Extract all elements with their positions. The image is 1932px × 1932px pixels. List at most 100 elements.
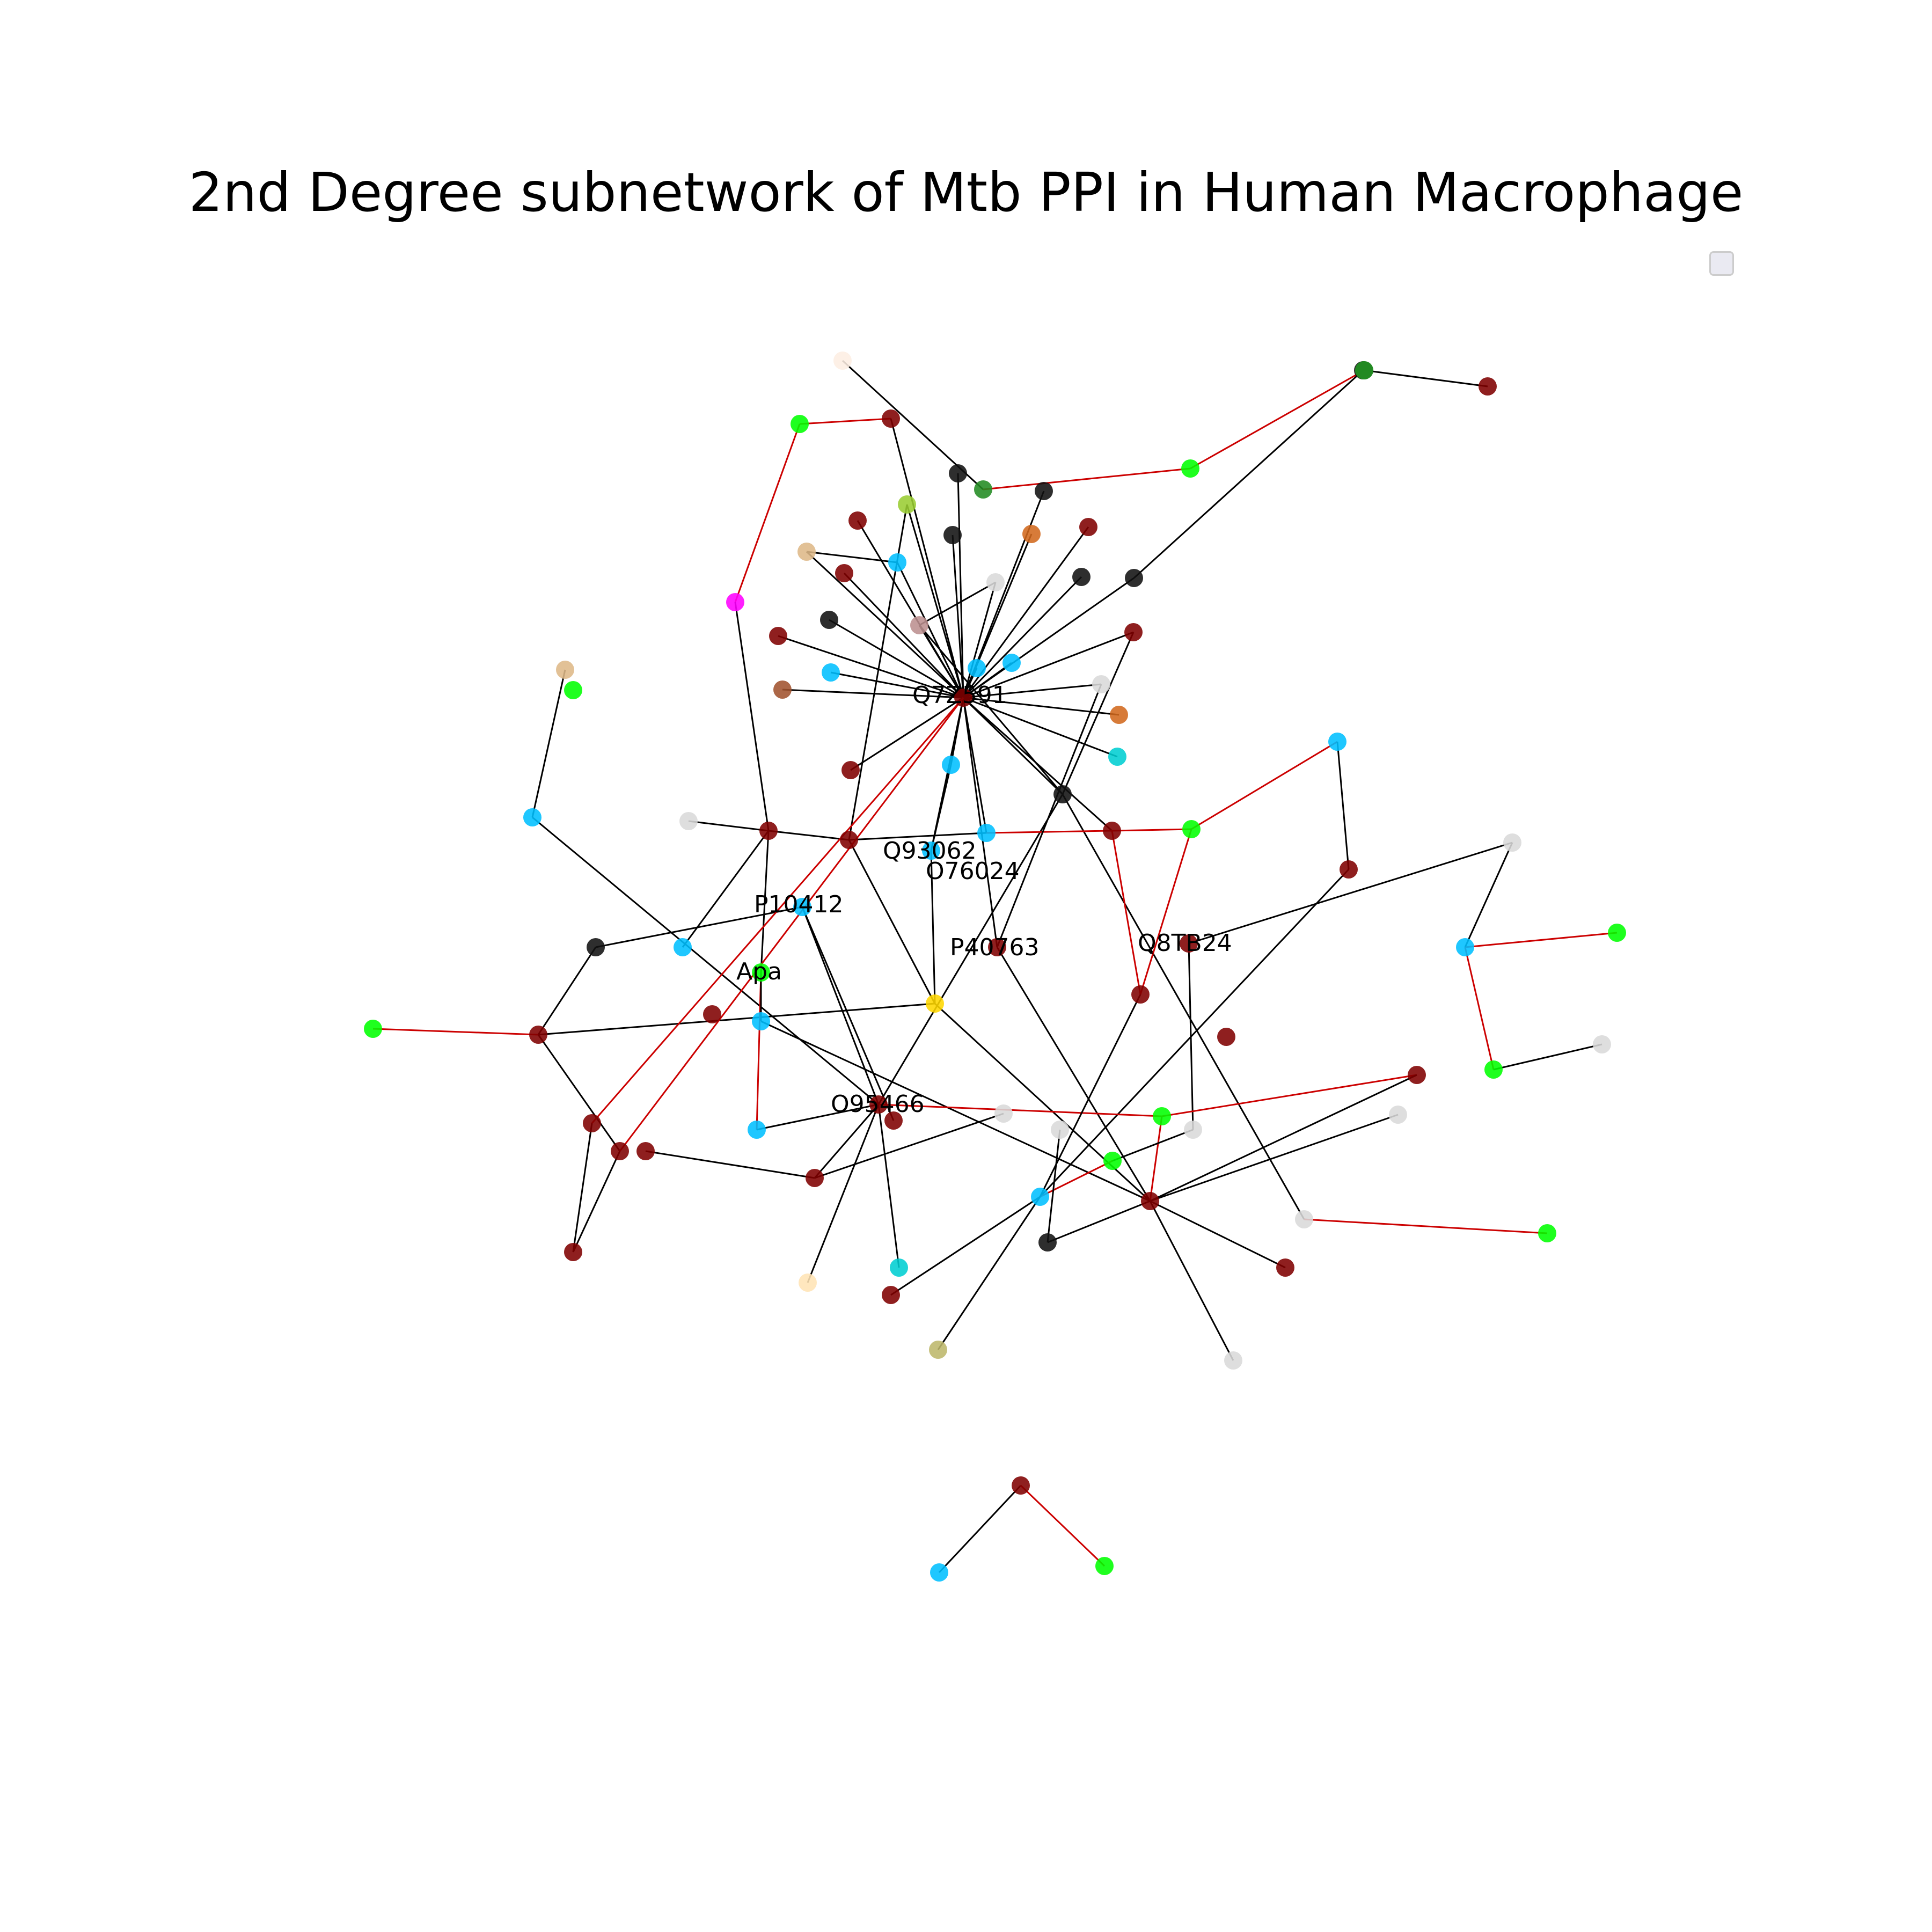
node-m19[interactable] (1012, 1476, 1030, 1495)
node-g9[interactable] (1224, 1351, 1242, 1370)
node-m2[interactable] (840, 831, 858, 849)
node-l7[interactable] (1103, 1152, 1122, 1170)
node-n31[interactable] (841, 761, 860, 779)
node-b1[interactable] (587, 938, 605, 956)
node-n15[interactable] (986, 573, 1005, 591)
node-g1[interactable] (679, 812, 698, 830)
node-g6[interactable] (1051, 1121, 1069, 1139)
node-n32[interactable] (1053, 785, 1072, 803)
node-m1[interactable] (759, 822, 778, 840)
node-o95[interactable] (869, 1095, 888, 1114)
node-q8t[interactable] (1180, 934, 1198, 953)
node-c3[interactable] (1328, 733, 1346, 751)
node-m12[interactable] (611, 1142, 629, 1160)
node-n8[interactable] (848, 511, 867, 530)
edge-hub-n2 (890, 418, 964, 698)
node-b2[interactable] (1038, 1233, 1057, 1252)
node-n36[interactable] (1181, 459, 1199, 478)
node-apa[interactable] (752, 963, 770, 982)
node-m8[interactable] (1217, 1028, 1235, 1046)
node-n25[interactable] (822, 663, 840, 682)
node-n1[interactable] (833, 352, 852, 370)
node-gn2[interactable] (1355, 361, 1373, 379)
node-w1[interactable] (799, 1274, 817, 1292)
edge-hub-n23 (963, 662, 1012, 699)
node-n19[interactable] (820, 611, 838, 629)
node-m10[interactable] (884, 1111, 903, 1130)
node-l1[interactable] (1182, 820, 1201, 838)
node-c7[interactable] (748, 1121, 766, 1139)
node-g4[interactable] (1389, 1106, 1407, 1124)
node-n28[interactable] (1110, 706, 1128, 724)
node-n35[interactable] (1479, 377, 1497, 396)
edge-n21-n32 (1062, 632, 1135, 795)
node-c6[interactable] (1456, 938, 1474, 956)
node-n18[interactable] (726, 593, 744, 611)
node-n20[interactable] (910, 616, 928, 634)
node-m9[interactable] (1408, 1066, 1426, 1084)
node-g8[interactable] (1295, 1210, 1313, 1228)
node-n29[interactable] (1108, 748, 1126, 766)
node-n2[interactable] (882, 409, 900, 428)
node-p40[interactable] (988, 938, 1006, 956)
node-m6[interactable] (1131, 985, 1150, 1004)
node-n24[interactable] (968, 659, 986, 677)
node-n14[interactable] (835, 564, 853, 582)
node-c2[interactable] (977, 824, 996, 842)
node-c4[interactable] (674, 938, 692, 956)
node-p10[interactable] (793, 898, 811, 916)
node-n11[interactable] (1079, 518, 1097, 536)
node-n27[interactable] (1092, 675, 1110, 693)
node-m13[interactable] (636, 1142, 655, 1160)
node-m17[interactable] (564, 1243, 582, 1261)
node-ct[interactable] (890, 1258, 908, 1277)
node-m3[interactable] (1103, 822, 1121, 840)
edge-l1-m6 (1139, 829, 1192, 995)
node-n7[interactable] (898, 495, 916, 514)
node-n5[interactable] (974, 480, 992, 499)
node-n26[interactable] (773, 680, 792, 699)
node-m16[interactable] (1276, 1258, 1294, 1277)
node-tl[interactable] (556, 661, 574, 679)
node-m15[interactable] (1141, 1192, 1159, 1210)
node-m18[interactable] (882, 1286, 900, 1304)
node-n16[interactable] (1072, 568, 1091, 586)
node-m11[interactable] (583, 1114, 601, 1132)
node-c1[interactable] (523, 808, 541, 826)
node-n3[interactable] (791, 415, 809, 433)
node-c5[interactable] (752, 1012, 770, 1030)
node-m5[interactable] (703, 1005, 721, 1023)
node-g5[interactable] (994, 1104, 1013, 1123)
node-g3[interactable] (1593, 1035, 1611, 1053)
node-n21[interactable] (1124, 623, 1143, 641)
node-n22[interactable] (769, 627, 787, 645)
node-n30[interactable] (942, 756, 960, 774)
node-n13[interactable] (888, 553, 906, 572)
node-hub[interactable] (954, 689, 972, 707)
node-l5[interactable] (1538, 1224, 1556, 1242)
node-n10[interactable] (1022, 525, 1041, 543)
node-m7[interactable] (529, 1026, 547, 1044)
node-n9[interactable] (943, 526, 962, 544)
node-gd[interactable] (926, 994, 944, 1013)
node-n4[interactable] (949, 464, 967, 482)
node-c9[interactable] (930, 1563, 948, 1582)
node-ol[interactable] (929, 1341, 947, 1359)
node-q93[interactable] (922, 841, 940, 860)
node-m4[interactable] (1340, 860, 1358, 879)
node-m14[interactable] (806, 1169, 824, 1187)
node-g2[interactable] (1503, 833, 1521, 852)
node-n6[interactable] (1035, 482, 1053, 500)
node-c8[interactable] (1031, 1188, 1049, 1206)
node-n17[interactable] (1125, 569, 1143, 587)
node-l3[interactable] (1608, 924, 1626, 942)
node-l8[interactable] (1095, 1557, 1114, 1575)
node-l2[interactable] (364, 1020, 382, 1038)
node-l6[interactable] (1153, 1107, 1171, 1125)
node-g7[interactable] (1184, 1121, 1202, 1139)
node-l4[interactable] (1484, 1060, 1503, 1079)
node-n12[interactable] (797, 543, 816, 561)
node-tl2[interactable] (564, 681, 582, 699)
node-n23[interactable] (1002, 654, 1021, 672)
